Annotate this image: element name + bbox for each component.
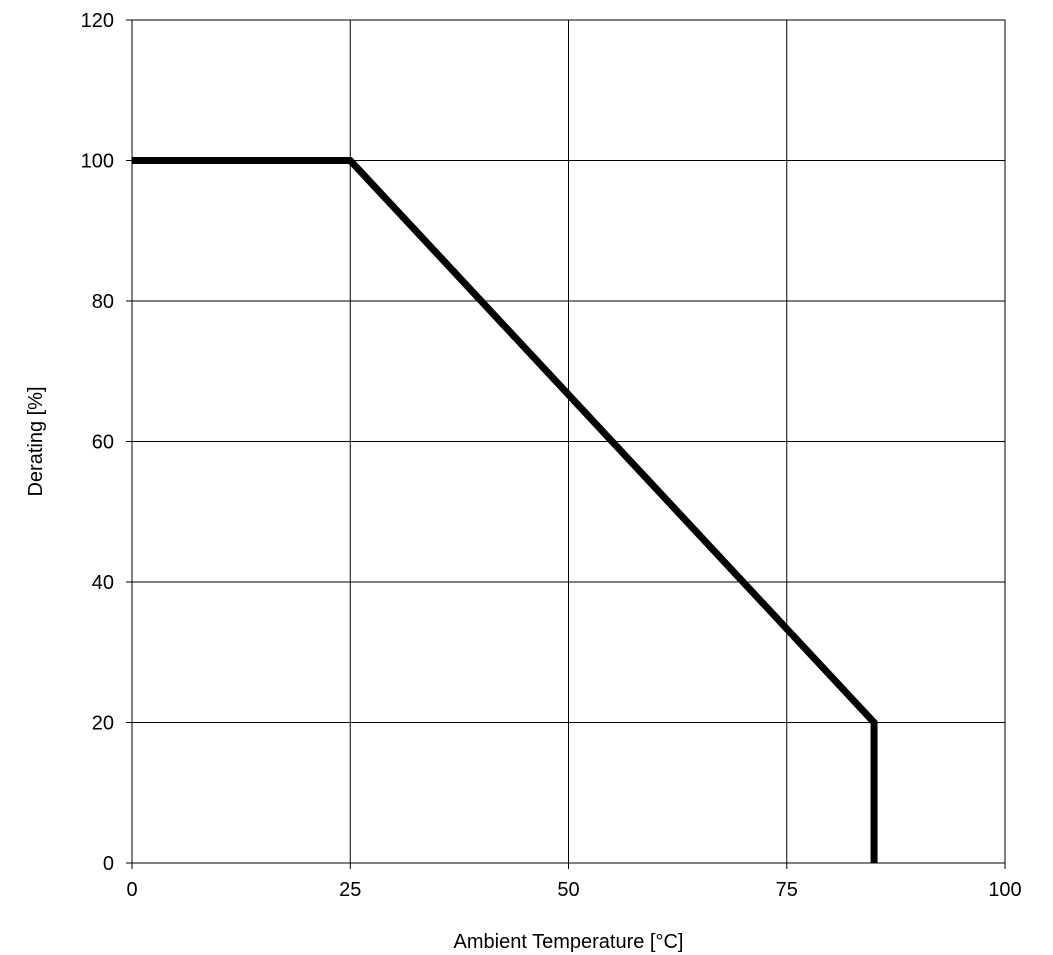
- x-tick-label: 100: [988, 879, 1021, 901]
- y-tick-label: 0: [103, 853, 114, 875]
- x-tick-label: 25: [339, 879, 361, 901]
- y-tick-label: 20: [92, 713, 114, 735]
- y-tick-label: 40: [92, 572, 114, 594]
- x-tick-label: 0: [126, 879, 137, 901]
- derating-curve: [132, 157, 878, 863]
- x-axis-title: Ambient Temperature [°C]: [454, 931, 684, 953]
- tick-labels: 0 25 50 75 100 0 20 40 60 80 100 120: [81, 10, 1022, 901]
- y-tick-label: 120: [81, 10, 114, 32]
- x-tick-label: 50: [557, 879, 579, 901]
- grid-lines: [132, 20, 1005, 863]
- tick-marks: [126, 19, 1006, 869]
- y-tick-label: 80: [92, 291, 114, 313]
- x-tick-label: 75: [776, 879, 798, 901]
- series-layer: [132, 157, 878, 863]
- y-tick-label: 100: [81, 151, 114, 173]
- y-axis-title: Derating [%]: [25, 386, 47, 496]
- y-tick-label: 60: [92, 432, 114, 454]
